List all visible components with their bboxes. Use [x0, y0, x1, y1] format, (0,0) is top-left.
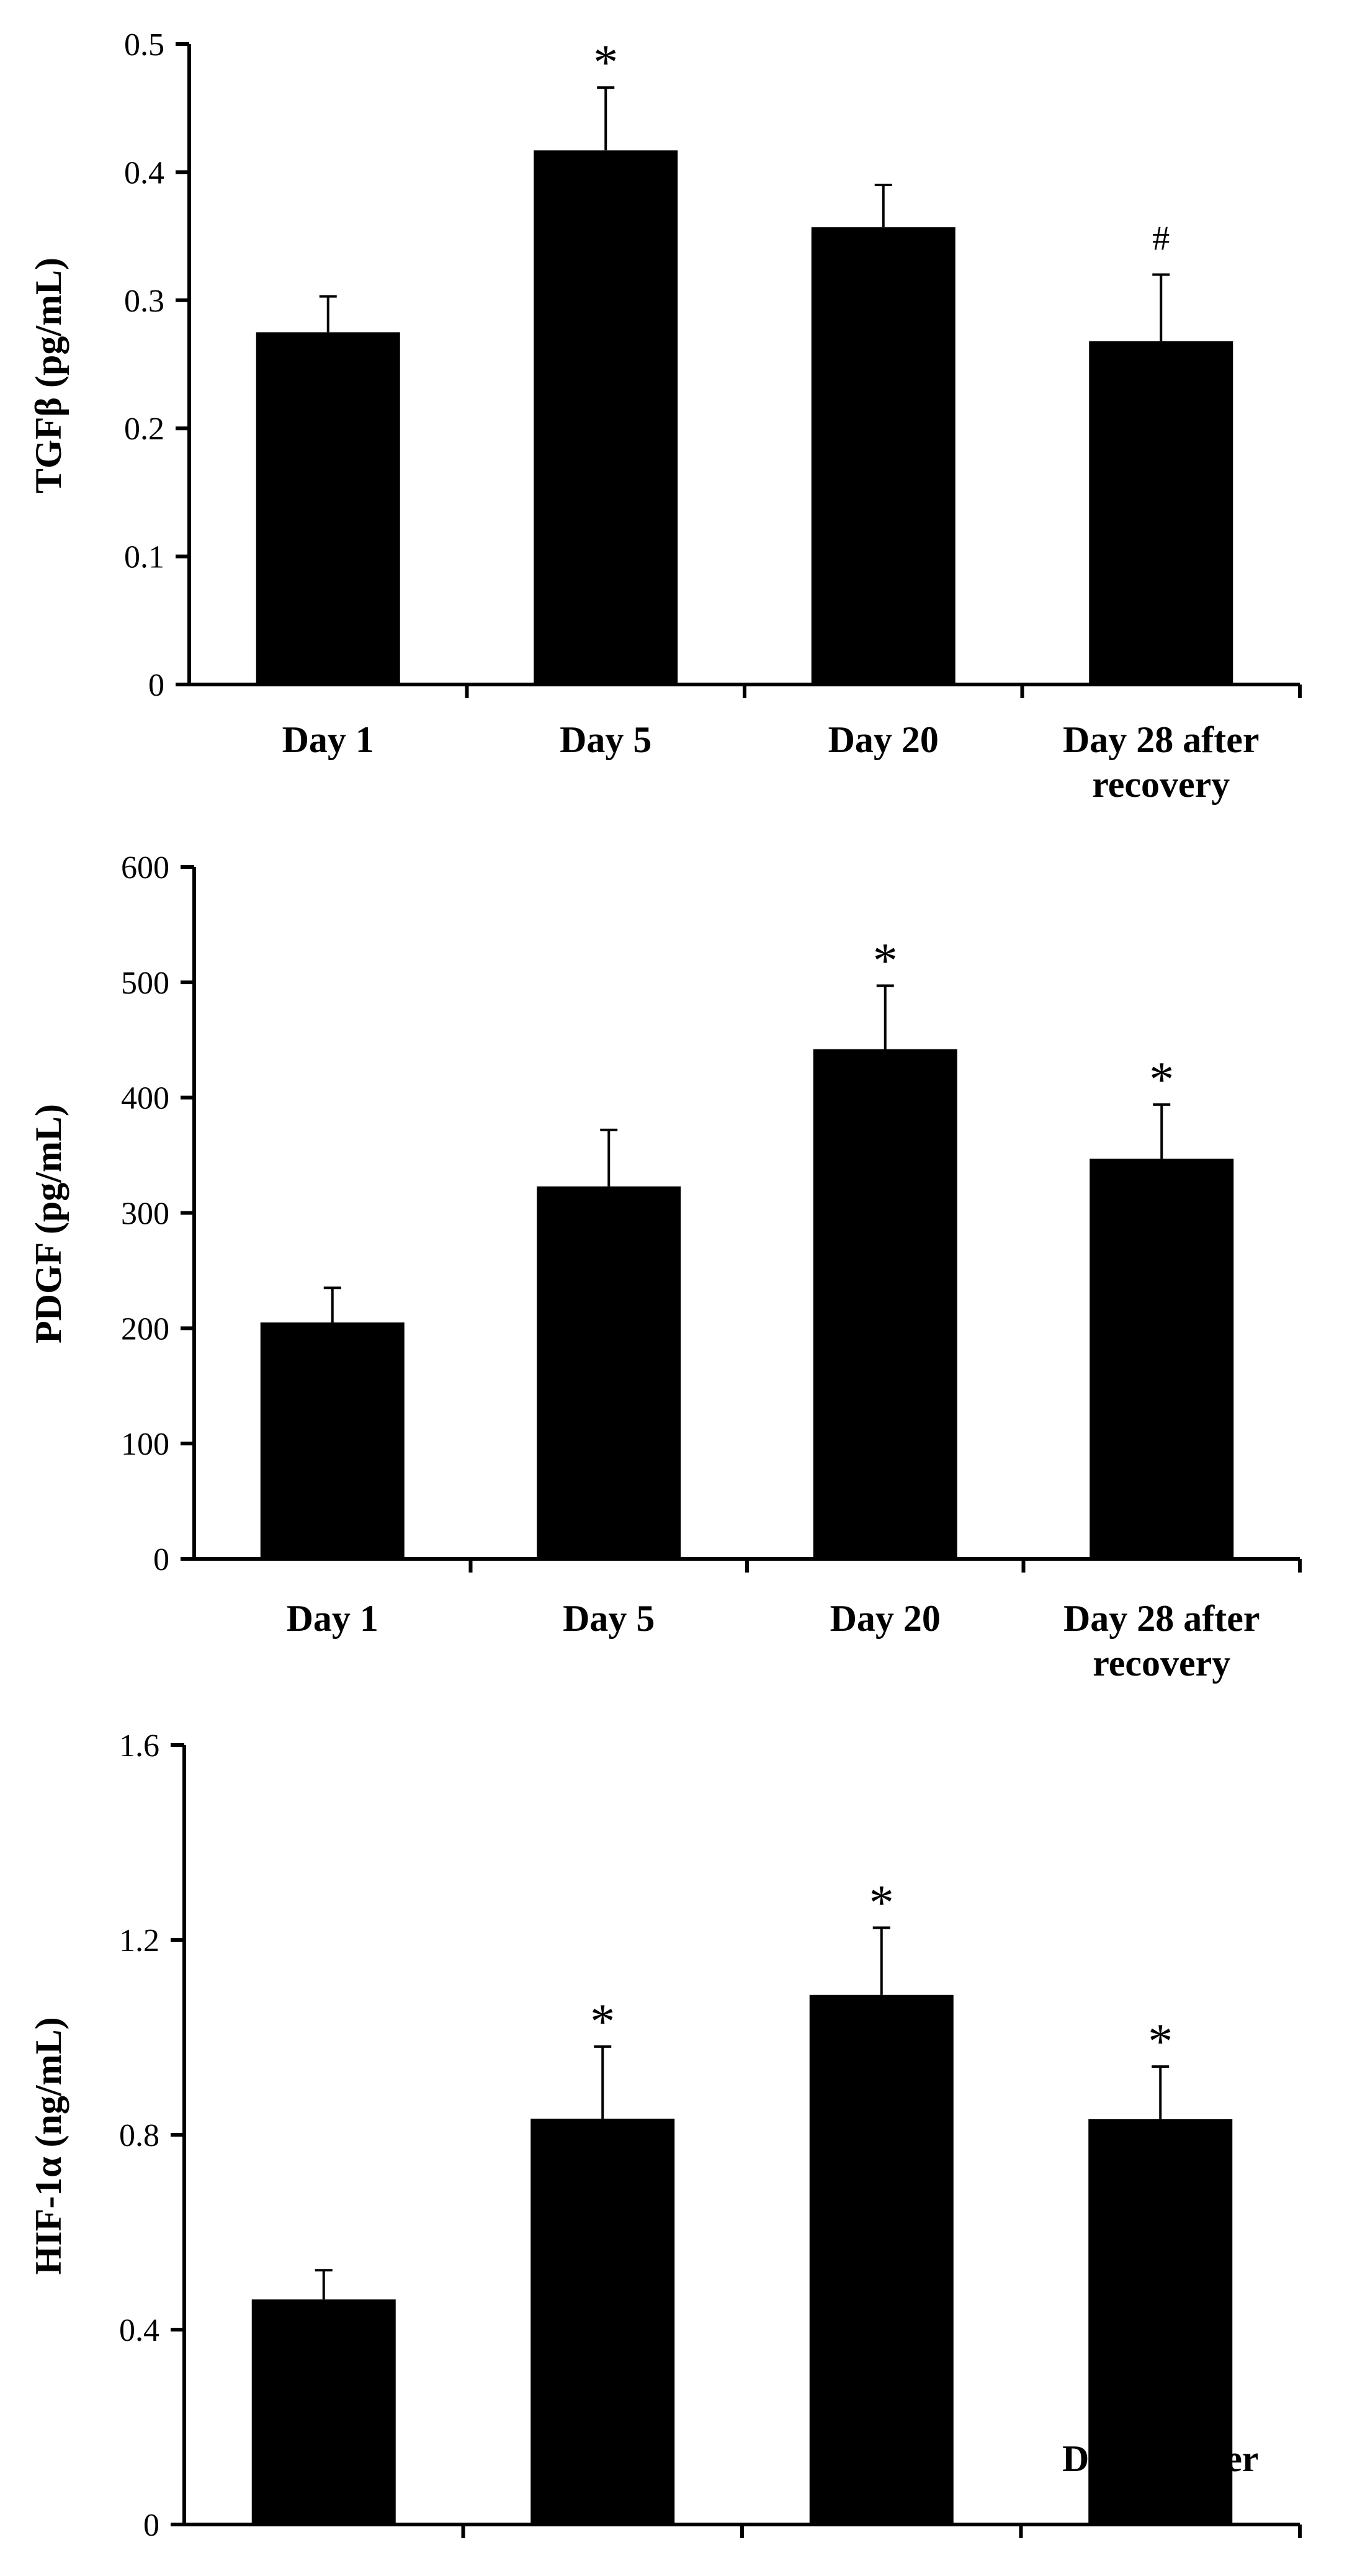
y-tick-label: 0 — [153, 1542, 169, 1577]
bar — [813, 1049, 957, 1559]
category-label: Day 20 — [830, 1598, 941, 1639]
y-tick-label: 300 — [121, 1196, 169, 1232]
category-label: Day 1 — [282, 719, 374, 760]
bar — [260, 1322, 405, 1559]
y-tick-label: 0.8 — [119, 2118, 159, 2153]
significance-asterisk: * — [590, 1995, 615, 2049]
y-tick-label: 200 — [121, 1311, 169, 1347]
category-label: Day 5 — [557, 2438, 648, 2479]
panel-2: 0 100 200 300 400 500 600 PDGF (pg/mL) Day 1 Day … — [28, 850, 1302, 1684]
y-tick-label: 0.5 — [124, 27, 164, 63]
y-tick-label: 0 — [143, 2508, 159, 2543]
category-label: recovery — [1093, 1643, 1230, 1684]
bar — [1089, 341, 1233, 684]
bar — [1088, 2119, 1233, 2524]
bar — [256, 332, 400, 684]
significance-hash: # — [1152, 220, 1170, 258]
bar — [811, 227, 955, 685]
y-tick-label: 0.4 — [124, 155, 164, 191]
panel-3: 0 0.4 0.8 1.2 1.6 HIF-1α (ng/mL) Day 1 * Day 5 * D… — [28, 1728, 1302, 2543]
category-label: Day 1 — [278, 2438, 370, 2479]
y-axis-label: TGFβ (pg/mL) — [28, 258, 69, 493]
y-axis-label: HIF-1α (ng/mL) — [28, 2017, 69, 2274]
significance-asterisk: * — [869, 1875, 894, 1930]
bar — [809, 1995, 954, 2524]
panel-1: 0 0.1 0.2 0.3 0.4 0.5 TGFβ (pg/mL) Day 1 * Day 5 D… — [28, 27, 1302, 805]
category-label: Day 28 after — [1062, 2438, 1259, 2479]
bar — [537, 1186, 681, 1559]
y-tick-label: 0.4 — [119, 2313, 159, 2348]
bar — [251, 2299, 396, 2524]
category-label: Day 5 — [560, 719, 651, 760]
y-tick-label: 0.2 — [124, 411, 164, 447]
significance-asterisk: * — [593, 35, 618, 90]
category-label: Day 20 — [826, 2438, 937, 2479]
category-label: recovery — [1091, 2483, 1229, 2524]
significance-asterisk: * — [1148, 2014, 1173, 2069]
y-tick-label: 500 — [121, 966, 169, 1001]
y-axis-label: PDGF (pg/mL) — [28, 1104, 69, 1344]
bar — [1090, 1159, 1234, 1559]
y-tick-label: 0.3 — [124, 284, 164, 319]
category-label: Day 5 — [563, 1598, 655, 1639]
bar — [530, 2119, 675, 2524]
y-tick-label: 400 — [121, 1081, 169, 1116]
category-label: recovery — [1092, 764, 1230, 805]
category-label: Day 28 after — [1063, 719, 1260, 760]
category-label: Day 20 — [828, 719, 939, 760]
category-label: Day 1 — [287, 1598, 378, 1639]
y-tick-label: 1.6 — [119, 1728, 159, 1764]
y-tick-label: 0 — [148, 668, 164, 703]
y-tick-label: 1.2 — [119, 1923, 159, 1959]
bar — [534, 150, 678, 684]
category-label: Day 28 after — [1063, 1598, 1260, 1639]
y-tick-label: 100 — [121, 1427, 169, 1462]
significance-asterisk: * — [873, 933, 898, 988]
y-tick-label: 0.1 — [124, 540, 164, 575]
significance-asterisk: * — [1149, 1052, 1174, 1107]
y-tick-label: 600 — [121, 850, 169, 886]
